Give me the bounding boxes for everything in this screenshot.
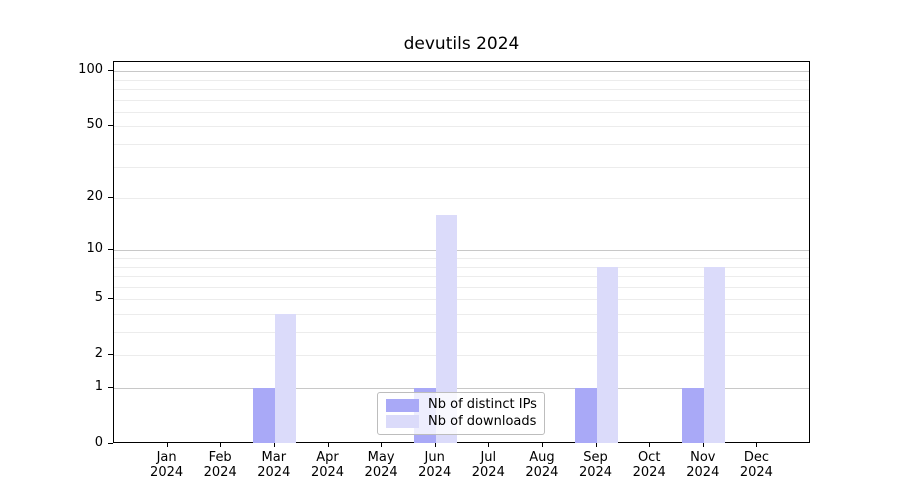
- grid-line-minor: [114, 286, 809, 288]
- y-tick-label: 1: [94, 379, 103, 394]
- grid-line-minor: [114, 144, 809, 145]
- x-tick: [488, 443, 490, 447]
- grid-line-minor: [114, 258, 809, 259]
- grid-line-major: [114, 71, 809, 73]
- x-tick-label: Aug 2024: [525, 450, 559, 480]
- x-tick: [756, 443, 758, 447]
- bar-nb-of-distinct-ips-mar: [253, 388, 275, 443]
- y-tick: [108, 249, 113, 251]
- grid-line-minor: [114, 111, 809, 113]
- grid-line-minor: [114, 266, 809, 268]
- grid-line-major: [114, 388, 809, 389]
- bar-nb-of-downloads-nov: [703, 266, 726, 443]
- y-tick: [108, 298, 113, 300]
- x-tick-label: Mar 2024: [257, 450, 291, 480]
- y-tick: [108, 125, 113, 127]
- x-tick: [381, 443, 383, 447]
- x-tick: [273, 443, 275, 447]
- legend-swatch-distinct-ips: [386, 398, 419, 412]
- y-tick-label: 50: [86, 117, 103, 133]
- legend-label: Nb of downloads: [428, 413, 537, 429]
- grid-line-minor: [114, 198, 809, 200]
- x-tick-label: May 2024: [364, 450, 398, 480]
- grid-line-minor: [114, 89, 809, 90]
- grid-line-minor: [114, 166, 809, 168]
- grid-line-major: [114, 250, 809, 252]
- grid-line-minor: [114, 79, 809, 81]
- y-tick: [108, 70, 113, 72]
- bar-nb-of-distinct-ips-nov: [682, 388, 704, 443]
- legend-label: Nb of distinct IPs: [428, 397, 537, 413]
- x-tick-label: Jul 2024: [471, 450, 505, 480]
- x-tick: [434, 443, 436, 447]
- x-tick-label: Nov 2024: [686, 450, 720, 480]
- x-tick: [541, 443, 543, 447]
- bar-nb-of-distinct-ips-sep: [575, 388, 597, 443]
- y-tick-label: 100: [78, 62, 103, 78]
- x-tick: [595, 443, 597, 447]
- x-tick: [327, 443, 329, 447]
- y-tick: [108, 197, 113, 199]
- legend: Nb of distinct IPs Nb of downloads: [377, 392, 545, 435]
- grid-line-minor: [114, 314, 809, 315]
- grid-line-minor: [114, 276, 809, 277]
- x-tick-label: Jan 2024: [150, 450, 184, 480]
- x-tick-label: Feb 2024: [203, 450, 237, 480]
- y-tick-label: 20: [86, 189, 103, 205]
- y-tick-label: 0: [94, 435, 103, 450]
- bar-nb-of-downloads-mar: [274, 314, 297, 443]
- x-tick: [166, 443, 168, 447]
- plot-area: [113, 61, 810, 443]
- grid-line-minor: [114, 299, 809, 301]
- y-tick-label: 5: [94, 290, 103, 306]
- grid-line-minor: [114, 332, 809, 333]
- bar-nb-of-downloads-jun: [435, 215, 458, 443]
- y-tick: [108, 443, 113, 444]
- legend-swatch-downloads: [386, 415, 419, 429]
- bar-nb-of-downloads-sep: [596, 266, 618, 443]
- legend-item: Nb of distinct IPs: [386, 397, 537, 414]
- chart-title: devutils 2024: [403, 34, 520, 54]
- x-tick: [220, 443, 222, 447]
- grid-line-minor: [114, 99, 809, 101]
- grid-line-minor: [114, 355, 809, 357]
- x-tick: [702, 443, 704, 447]
- x-tick-label: Oct 2024: [632, 450, 666, 480]
- y-tick: [108, 387, 113, 388]
- legend-item: Nb of downloads: [386, 414, 536, 431]
- x-tick: [649, 443, 651, 447]
- x-tick-label: Sep 2024: [578, 450, 613, 480]
- x-tick-label: Jun 2024: [418, 450, 452, 480]
- y-tick-label: 10: [86, 241, 103, 257]
- grid-line-minor: [114, 126, 809, 128]
- y-tick-label: 2: [94, 346, 103, 362]
- x-tick-label: Apr 2024: [310, 450, 345, 480]
- y-tick: [108, 354, 113, 356]
- x-tick-label: Dec 2024: [739, 450, 773, 480]
